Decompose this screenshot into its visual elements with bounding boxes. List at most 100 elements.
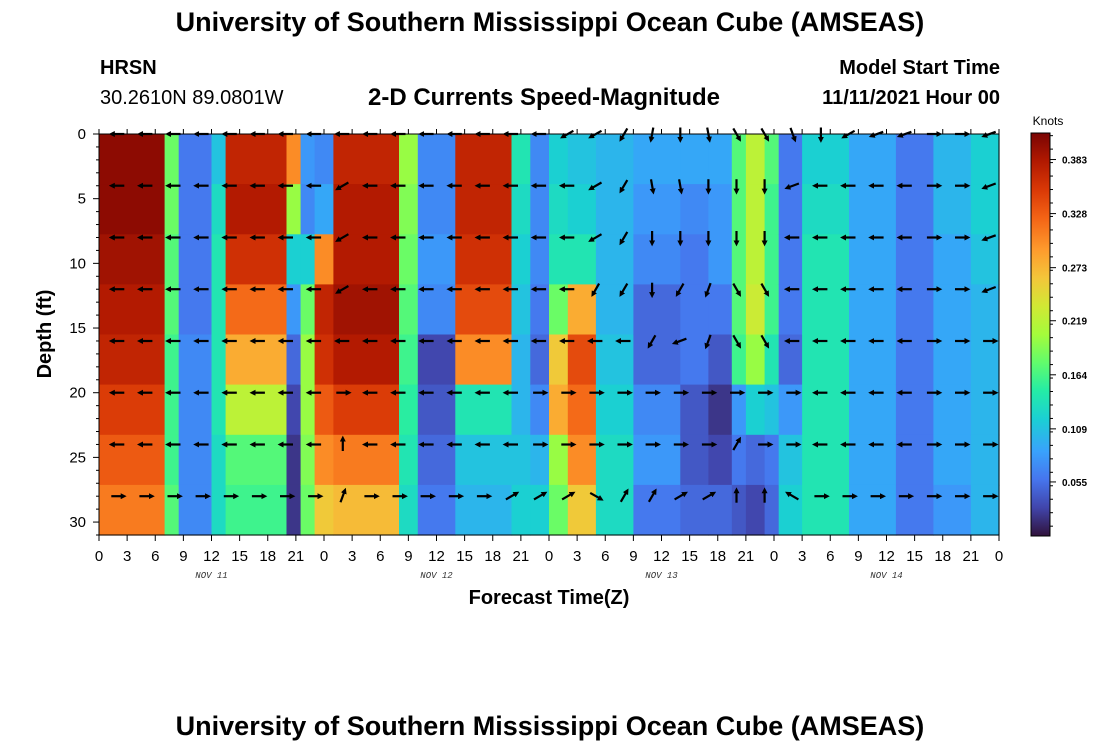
current-vector [675,283,685,297]
heatmap-cell [633,484,681,536]
heatmap-cell [595,134,634,185]
heatmap-cell [802,484,850,536]
heatmap-cell [511,484,531,536]
heatmap-cell [178,134,213,185]
heatmap-cell [164,134,180,185]
heatmap-cell [417,234,456,285]
heatmap-cell [549,284,569,336]
heatmap-cell [633,234,681,285]
heatmap-cell [164,184,180,235]
current-vector [760,283,770,297]
heatmap-cell [211,284,227,336]
heatmap-cell [567,134,597,185]
heatmap-cell [300,434,316,486]
current-vector [702,491,717,501]
footer-title: University of Southern Mississippi Ocean… [175,711,925,741]
heatmap-cell [511,334,531,386]
current-vector [674,491,688,501]
heatmap-cell [802,184,850,235]
heatmap-cell [680,184,709,235]
heatmap-cell [314,234,334,285]
heatmap-cell [802,134,850,185]
heatmap-cell [530,184,550,235]
heatmap-cell [300,184,316,235]
heatmap-cell [778,434,803,486]
heatmap-cell [286,434,302,486]
heatmap-cell [970,484,1000,536]
current-vector [339,487,347,503]
heatmap-cell [99,334,166,386]
heatmap-cell [567,334,597,386]
heatmap-cell [225,334,288,386]
heatmap-cell [549,184,569,235]
heatmap-cell [595,284,634,336]
speed-heatmap [99,134,1000,536]
heatmap-cell [764,284,780,336]
heatmap-cell [778,484,803,536]
heatmap-cell [300,484,316,536]
x-tick-label: 9 [854,548,862,565]
heatmap-cell [895,484,934,536]
heatmap-cell [764,134,780,185]
heatmap-cell [567,434,597,486]
x-tick-label: 9 [629,548,637,565]
heatmap-cell [99,384,166,436]
current-vector [841,129,856,139]
heatmap-cell [778,334,803,386]
heatmap-cell [178,434,213,486]
heatmap-cell [511,434,531,486]
heatmap-cell [164,234,180,285]
heatmap-cell [633,434,681,486]
day-label: NOV 13 [645,571,678,581]
heatmap-cell [417,134,456,185]
heatmap-cell [417,284,456,336]
heatmap-cell [764,334,780,386]
heatmap-cell [802,434,850,486]
current-vector [619,488,629,503]
heatmap-cell [530,134,550,185]
current-vector [335,285,349,294]
current-vector [588,129,603,139]
heatmap-cell [399,334,419,386]
heatmap-cell [933,234,972,285]
heatmap-cell [778,284,803,336]
heatmap-cell [595,384,634,436]
heatmap-cell [731,384,747,436]
x-tick-label: 9 [404,548,412,565]
x-tick-label: 6 [601,548,609,565]
colorbar-tick-label: 0.219 [1062,317,1087,328]
heatmap-cell [225,284,288,336]
heatmap-cell [549,484,569,536]
x-tick-label: 0 [995,548,1003,565]
current-vector [981,182,997,190]
current-vector [619,127,629,142]
day-label: NOV 14 [870,571,902,581]
heatmap-cell [286,234,302,285]
heatmap-cell [164,484,180,536]
heatmap-cell [970,134,1000,185]
chart-title: University of Southern Mississippi Ocean… [175,7,925,37]
heatmap-cell [895,234,934,285]
heatmap-cell [549,434,569,486]
current-vector [649,179,656,195]
heatmap-cell [849,334,897,386]
heatmap-cell [314,334,334,386]
colorbar [1030,132,1051,537]
x-tick-label: 3 [798,548,806,565]
heatmap-cell [970,434,1000,486]
heatmap-cell [164,384,180,436]
current-vector [705,127,712,143]
heatmap-cell [567,234,597,285]
heatmap-cell [595,334,634,386]
station-name: HRSN [100,57,157,79]
current-vector [704,334,712,350]
heatmap-cell [849,184,897,235]
heatmap-cell [530,484,550,536]
heatmap-cell [895,184,934,235]
current-vector [732,334,742,349]
heatmap-cell [225,234,288,285]
x-tick-label: 18 [709,548,726,565]
heatmap-cell [567,484,597,536]
heatmap-cell [99,284,166,336]
